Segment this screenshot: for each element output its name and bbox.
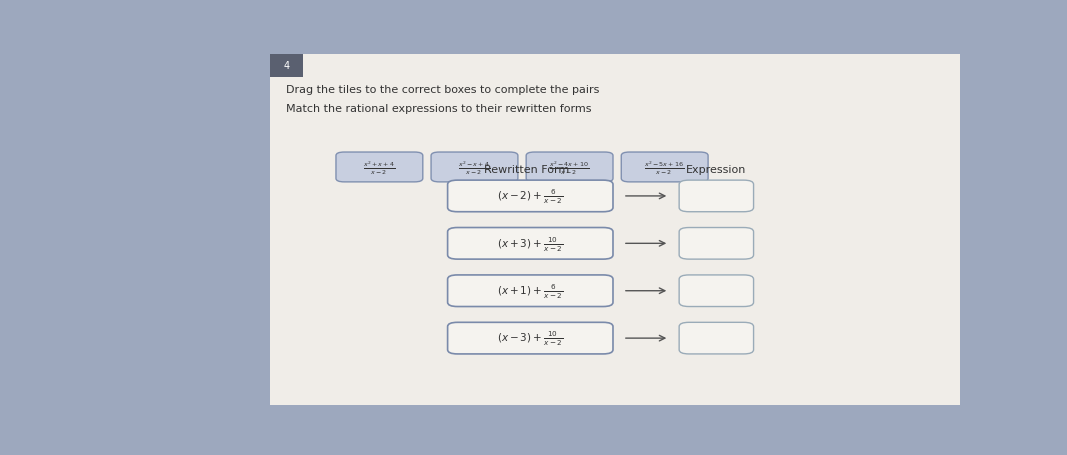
Text: $\frac{x^2+x+4}{x-2}$: $\frac{x^2+x+4}{x-2}$ bbox=[363, 159, 396, 177]
FancyBboxPatch shape bbox=[680, 181, 753, 212]
Text: $(x-3)+\frac{10}{x-2}$: $(x-3)+\frac{10}{x-2}$ bbox=[497, 329, 563, 348]
Text: $(x+3)+\frac{10}{x-2}$: $(x+3)+\frac{10}{x-2}$ bbox=[497, 235, 563, 253]
Bar bbox=[270, 55, 960, 405]
Text: Expression: Expression bbox=[686, 165, 747, 175]
FancyBboxPatch shape bbox=[621, 153, 708, 182]
FancyBboxPatch shape bbox=[526, 153, 614, 182]
FancyBboxPatch shape bbox=[336, 153, 423, 182]
Text: Drag the tiles to the correct boxes to complete the pairs: Drag the tiles to the correct boxes to c… bbox=[286, 84, 600, 94]
FancyBboxPatch shape bbox=[448, 323, 614, 354]
Text: $\frac{x^2-4x+10}{x-2}$: $\frac{x^2-4x+10}{x-2}$ bbox=[550, 159, 590, 177]
Text: Match the rational expressions to their rewritten forms: Match the rational expressions to their … bbox=[286, 104, 592, 114]
Bar bbox=[270, 55, 303, 77]
FancyBboxPatch shape bbox=[680, 228, 753, 259]
Text: 4: 4 bbox=[284, 61, 289, 71]
FancyBboxPatch shape bbox=[448, 275, 614, 307]
FancyBboxPatch shape bbox=[680, 275, 753, 307]
Text: $\frac{x^2-5x+16}{x-2}$: $\frac{x^2-5x+16}{x-2}$ bbox=[644, 159, 685, 177]
FancyBboxPatch shape bbox=[448, 228, 614, 259]
Text: $(x-2)+\frac{6}{x-2}$: $(x-2)+\frac{6}{x-2}$ bbox=[497, 187, 563, 206]
Text: Rewritten Form: Rewritten Form bbox=[483, 165, 569, 175]
Text: $(x+1)+\frac{6}{x-2}$: $(x+1)+\frac{6}{x-2}$ bbox=[497, 282, 563, 300]
FancyBboxPatch shape bbox=[448, 181, 614, 212]
Text: $\frac{x^2-x+4}{x-2}$: $\frac{x^2-x+4}{x-2}$ bbox=[459, 159, 491, 177]
FancyBboxPatch shape bbox=[680, 323, 753, 354]
FancyBboxPatch shape bbox=[431, 153, 517, 182]
